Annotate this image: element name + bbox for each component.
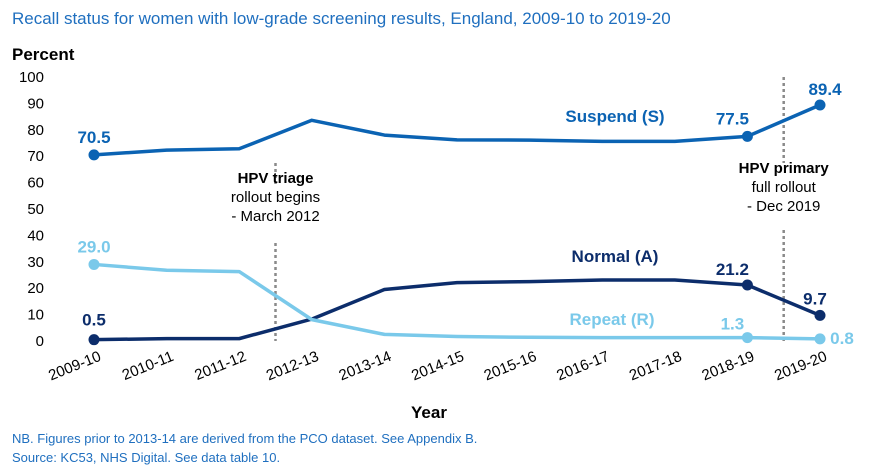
note-nb: NB. Figures prior to 2013-14 are derived…	[12, 431, 477, 446]
annotation-line-text-hpv-triage: rollout begins	[231, 189, 320, 206]
data-label-normal: 21.2	[716, 260, 749, 279]
y-tick-label: 50	[27, 201, 44, 218]
series-label-suspend: Suspend (S)	[565, 107, 664, 126]
y-tick-label: 10	[27, 307, 44, 324]
y-tick-label: 0	[36, 333, 44, 350]
annotation-line-text-hpv-primary: - Dec 2019	[747, 198, 820, 215]
data-label-suspend: 89.4	[808, 80, 842, 99]
data-point-suspend	[741, 130, 753, 142]
x-tick-label: 2019-20	[772, 348, 829, 384]
data-point-suspend	[814, 99, 826, 111]
x-tick-label: 2014-15	[409, 348, 466, 384]
data-point-suspend	[88, 149, 100, 161]
data-label-suspend: 70.5	[77, 128, 110, 147]
data-label-repeat: 1.3	[721, 315, 745, 334]
note-source: Source: KC53, NHS Digital. See data tabl…	[12, 450, 280, 465]
x-tick-label: 2013-14	[336, 348, 393, 384]
x-tick-label: 2017-18	[627, 348, 684, 384]
annotation-line-text-hpv-primary: full rollout	[752, 179, 817, 196]
y-tick-label: 100	[19, 69, 44, 86]
annotation-text: HPV triage rollout begins - March 2012 HPV …	[231, 160, 829, 225]
chart-title: Recall status for women with low-grade s…	[12, 9, 671, 28]
x-axis-title: Year	[411, 403, 447, 422]
labels: Suspend (S) Normal (A) Repeat (R) 70.5 77.5 8…	[77, 80, 853, 348]
x-tick-label: 2018-19	[699, 348, 756, 384]
y-tick-label: 40	[27, 227, 44, 244]
series-label-normal: Normal (A)	[572, 247, 659, 266]
series-line-repeat	[93, 262, 821, 341]
series-line-normal	[93, 278, 821, 342]
data-point-normal	[814, 309, 826, 321]
series-line-suspend	[93, 103, 821, 157]
x-tick-label: 2015-16	[482, 348, 539, 384]
y-axis-title: Percent	[12, 45, 75, 64]
y-tick-label: 90	[27, 95, 44, 112]
x-tick-label: 2016-17	[554, 348, 611, 384]
data-label-suspend: 77.5	[716, 109, 749, 128]
y-tick-label: 60	[27, 175, 44, 192]
data-point-repeat	[741, 332, 753, 344]
data-point-normal	[88, 334, 100, 346]
annotation-line-text-hpv-triage: - March 2012	[231, 208, 319, 225]
y-tick-label: 20	[27, 280, 44, 297]
x-tick-label: 2009-10	[46, 348, 103, 384]
data-label-repeat: 0.8	[830, 329, 854, 348]
data-point-repeat	[88, 258, 100, 270]
series-label-repeat: Repeat (R)	[569, 310, 654, 329]
annotation-title-hpv-triage: HPV triage	[238, 170, 314, 187]
x-tick-label: 2012-13	[264, 348, 321, 384]
data-point-normal	[741, 279, 753, 291]
x-tick-label: 2011-12	[192, 348, 248, 384]
data-point-repeat	[814, 333, 826, 345]
data-label-normal: 0.5	[82, 311, 106, 330]
data-label-normal: 9.7	[803, 289, 827, 308]
x-tick-label: 2010-11	[120, 348, 176, 384]
y-tick-label: 30	[27, 254, 44, 271]
y-tick-label: 70	[27, 148, 44, 165]
y-tick-label: 80	[27, 122, 44, 139]
series-lines	[88, 99, 826, 346]
data-label-repeat: 29.0	[77, 237, 110, 256]
annotation-title-hpv-primary: HPV primary	[739, 160, 830, 177]
